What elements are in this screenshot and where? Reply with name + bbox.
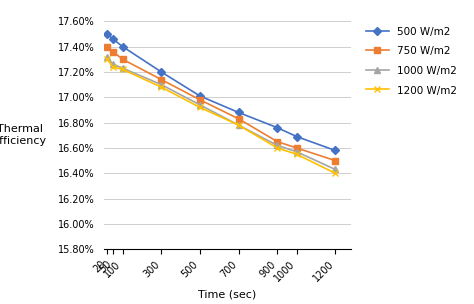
1200 W/m2	[120, 67, 126, 71]
1000 W/m2	[197, 103, 203, 107]
1200 W/m2	[104, 57, 110, 61]
Line: 750 W/m2: 750 W/m2	[104, 44, 338, 163]
750 W/m2	[158, 78, 164, 81]
1200 W/m2	[197, 105, 203, 109]
1200 W/m2	[332, 171, 338, 175]
1000 W/m2	[294, 150, 300, 154]
750 W/m2	[104, 45, 110, 48]
1000 W/m2	[158, 83, 164, 86]
1200 W/m2	[110, 65, 116, 69]
500 W/m2	[274, 126, 280, 130]
500 W/m2	[104, 32, 110, 36]
Y-axis label: Thermal
Efficiency: Thermal Efficiency	[0, 124, 46, 146]
X-axis label: Time (sec): Time (sec)	[199, 289, 256, 299]
750 W/m2	[197, 98, 203, 102]
Legend: 500 W/m2, 750 W/m2, 1000 W/m2, 1200 W/m2: 500 W/m2, 750 W/m2, 1000 W/m2, 1200 W/m2	[366, 26, 457, 95]
500 W/m2	[236, 111, 241, 114]
1200 W/m2	[158, 85, 164, 89]
1000 W/m2	[274, 143, 280, 147]
500 W/m2	[294, 135, 300, 138]
500 W/m2	[197, 94, 203, 98]
Line: 1200 W/m2: 1200 W/m2	[104, 57, 338, 176]
1000 W/m2	[110, 63, 116, 66]
750 W/m2	[236, 117, 241, 121]
1200 W/m2	[294, 152, 300, 156]
500 W/m2	[332, 149, 338, 152]
1200 W/m2	[236, 123, 241, 127]
1200 W/m2	[274, 146, 280, 150]
750 W/m2	[332, 159, 338, 162]
1000 W/m2	[236, 123, 241, 127]
500 W/m2	[120, 45, 126, 48]
Line: 1000 W/m2: 1000 W/m2	[104, 54, 338, 172]
Line: 500 W/m2: 500 W/m2	[104, 31, 338, 153]
500 W/m2	[110, 37, 116, 41]
750 W/m2	[294, 146, 300, 150]
1000 W/m2	[104, 55, 110, 59]
1000 W/m2	[332, 168, 338, 171]
750 W/m2	[120, 57, 126, 61]
750 W/m2	[110, 50, 116, 54]
500 W/m2	[158, 70, 164, 74]
750 W/m2	[274, 140, 280, 143]
1000 W/m2	[120, 66, 126, 70]
